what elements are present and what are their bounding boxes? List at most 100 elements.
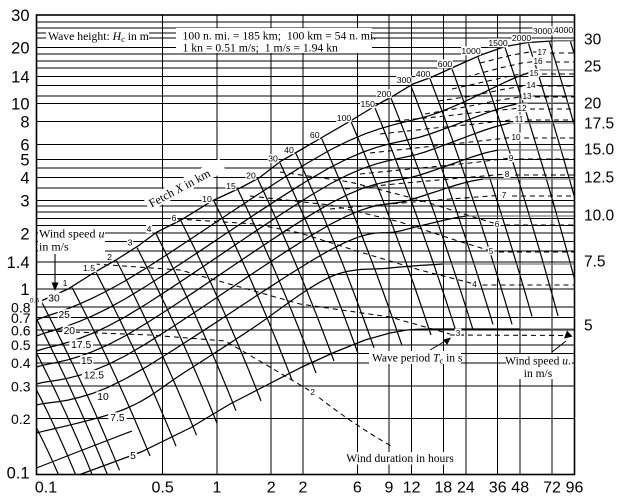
svg-text:6: 6 <box>495 220 500 229</box>
svg-text:1 kn = 0.51 m/s; 1 m/s = 1.94: 1 kn = 0.51 m/s; 1 m/s = 1.94 kn <box>183 41 339 54</box>
svg-text:15: 15 <box>226 181 236 191</box>
svg-text:0.3: 0.3 <box>11 378 31 394</box>
svg-text:10: 10 <box>97 392 109 403</box>
svg-text:6: 6 <box>353 480 362 497</box>
svg-text:2000: 2000 <box>512 33 531 43</box>
svg-text:2: 2 <box>107 252 112 262</box>
svg-text:10: 10 <box>511 133 521 142</box>
svg-text:2: 2 <box>267 480 276 497</box>
svg-text:Wind duration in hours: Wind duration in hours <box>346 452 454 465</box>
svg-text:0.6: 0.6 <box>11 323 31 339</box>
svg-text:1.5: 1.5 <box>83 263 95 273</box>
svg-text:17.5: 17.5 <box>584 116 614 133</box>
svg-text:0.8: 0.8 <box>11 299 31 315</box>
svg-text:0.1: 0.1 <box>35 480 57 497</box>
svg-text:20: 20 <box>64 326 76 337</box>
svg-text:12.5: 12.5 <box>84 371 104 382</box>
svg-text:7.5: 7.5 <box>584 254 606 271</box>
svg-text:12.5: 12.5 <box>584 170 614 187</box>
svg-text:200: 200 <box>377 89 392 99</box>
svg-text:72: 72 <box>543 480 561 497</box>
svg-text:Wave period Tc in s: Wave period Tc in s <box>372 353 463 366</box>
svg-text:4: 4 <box>472 280 477 289</box>
svg-text:5: 5 <box>584 318 593 335</box>
svg-text:8: 8 <box>505 170 510 179</box>
svg-text:4: 4 <box>147 224 152 234</box>
svg-text:0.5: 0.5 <box>151 480 173 497</box>
svg-text:16: 16 <box>533 57 543 66</box>
svg-text:in m/s: in m/s <box>524 368 553 380</box>
svg-text:13: 13 <box>522 92 532 101</box>
svg-text:15.0: 15.0 <box>584 142 615 159</box>
svg-text:3: 3 <box>20 193 29 211</box>
svg-text:25: 25 <box>58 310 70 321</box>
svg-text:10: 10 <box>11 96 29 114</box>
svg-text:17: 17 <box>537 48 547 57</box>
svg-text:12: 12 <box>403 480 421 497</box>
svg-text:6: 6 <box>172 213 177 223</box>
svg-text:1000: 1000 <box>461 46 480 56</box>
svg-text:4000: 4000 <box>554 25 573 35</box>
svg-text:48: 48 <box>511 480 529 497</box>
svg-text:1: 1 <box>212 480 221 497</box>
svg-text:2: 2 <box>310 388 315 397</box>
svg-text:600: 600 <box>438 59 453 69</box>
svg-text:20: 20 <box>584 96 602 113</box>
svg-text:0.1: 0.1 <box>7 464 30 482</box>
svg-text:100: 100 <box>337 113 352 123</box>
svg-text:30: 30 <box>11 7 29 25</box>
svg-text:5: 5 <box>489 247 494 256</box>
svg-text:20: 20 <box>11 40 29 58</box>
svg-text:15: 15 <box>81 356 93 367</box>
svg-text:40: 40 <box>284 145 294 155</box>
svg-text:1.4: 1.4 <box>7 254 30 272</box>
svg-text:5: 5 <box>130 451 136 462</box>
svg-text:11: 11 <box>515 115 524 124</box>
svg-text:in m/s: in m/s <box>39 240 69 254</box>
svg-text:1: 1 <box>20 281 29 299</box>
svg-text:300: 300 <box>397 75 412 85</box>
svg-text:1500: 1500 <box>488 38 507 48</box>
svg-text:Wind speed u.: Wind speed u. <box>505 356 571 368</box>
svg-text:10: 10 <box>202 194 212 204</box>
svg-text:7.5: 7.5 <box>110 413 125 424</box>
svg-text:14: 14 <box>526 81 536 90</box>
svg-text:9: 9 <box>385 480 394 497</box>
svg-text:12: 12 <box>517 104 527 113</box>
svg-text:0.2: 0.2 <box>11 411 31 427</box>
svg-text:0.7: 0.7 <box>11 310 31 326</box>
svg-text:6: 6 <box>20 137 29 155</box>
svg-text:400: 400 <box>416 69 431 79</box>
svg-text:96: 96 <box>566 480 584 497</box>
svg-text:3: 3 <box>128 238 133 248</box>
svg-text:30: 30 <box>584 32 602 49</box>
svg-text:5: 5 <box>20 151 29 169</box>
svg-text:15: 15 <box>529 69 539 78</box>
svg-text:2: 2 <box>299 480 308 497</box>
svg-text:14: 14 <box>11 68 29 86</box>
svg-text:100 n. mi. = 185 km; 100 km =: 100 n. mi. = 185 km; 100 km = 54 n. mi. <box>183 29 377 42</box>
svg-text:150: 150 <box>360 99 375 109</box>
svg-text:30: 30 <box>48 293 60 304</box>
svg-text:7: 7 <box>502 191 507 200</box>
svg-text:3: 3 <box>456 329 461 338</box>
svg-text:Wave height: Hc in m: Wave height: Hc in m <box>48 30 149 44</box>
svg-text:20: 20 <box>246 171 256 181</box>
svg-text:25: 25 <box>584 59 601 76</box>
svg-text:8: 8 <box>20 114 29 132</box>
svg-text:9: 9 <box>509 154 514 163</box>
svg-text:2: 2 <box>20 225 29 243</box>
svg-text:30: 30 <box>268 154 278 164</box>
svg-text:36: 36 <box>489 480 507 497</box>
svg-text:0.4: 0.4 <box>11 355 31 371</box>
svg-text:60: 60 <box>310 130 320 140</box>
svg-text:10.0: 10.0 <box>584 208 615 225</box>
svg-text:24: 24 <box>457 480 475 497</box>
svg-text:17.5: 17.5 <box>71 340 91 351</box>
svg-text:18: 18 <box>434 480 452 497</box>
svg-text:1: 1 <box>63 278 68 288</box>
svg-text:3000: 3000 <box>533 26 552 36</box>
svg-text:0.6: 0.6 <box>30 298 40 305</box>
svg-text:Wind speed u: Wind speed u <box>39 227 105 241</box>
svg-text:0.5: 0.5 <box>11 337 31 353</box>
